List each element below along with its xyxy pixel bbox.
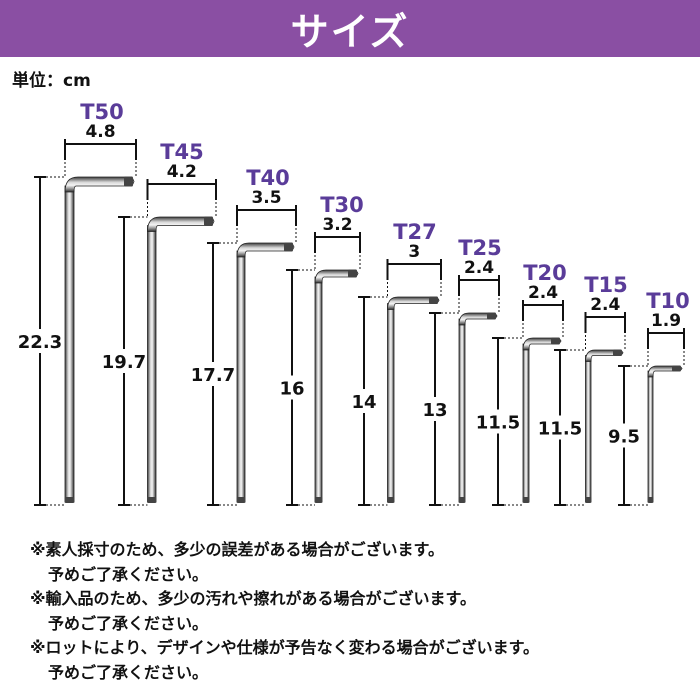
note-2: ※輸入品のため、多少の汚れや擦れがある場合がございます。 予めご了承ください。: [30, 587, 690, 636]
note-main: ※ロットにより、デザインや仕様が予告なく変わる場合がございます。: [30, 638, 539, 657]
wrench-tip: [64, 497, 75, 503]
wrench-tip: [387, 497, 395, 503]
length-label-bg: [346, 389, 382, 413]
wrench-tip: [314, 497, 323, 503]
length-value: 19.7: [102, 352, 146, 373]
model-label: T45: [160, 140, 204, 164]
width-value: 3.2: [322, 215, 352, 235]
wrench-tip: [124, 176, 133, 187]
length-label-bg: [106, 349, 142, 373]
note-main: ※素人採寸のため、多少の誤差がある場合がございます。: [30, 540, 444, 559]
length-label-bg: [542, 415, 578, 440]
length-label-bg: [274, 375, 310, 400]
length-value: 14: [351, 392, 376, 413]
wrench-shaft: [64, 185, 75, 503]
model-label: T25: [458, 236, 502, 260]
wrench-tip: [204, 216, 213, 226]
width-value: 1.9: [651, 311, 681, 331]
wrench-tip: [487, 312, 496, 320]
model-label: T30: [320, 193, 364, 217]
model-label: T27: [393, 220, 437, 244]
wrench-tip: [613, 349, 622, 356]
wrench-tip: [672, 365, 681, 372]
note-sub: 予めご了承ください。: [48, 613, 209, 633]
wrench-tip: [458, 497, 466, 503]
wrench-tip: [522, 497, 530, 503]
wrench-tip: [284, 242, 293, 252]
note-3: ※ロットにより、デザインや仕様が予告なく変わる場合がございます。 予めご了承くだ…: [30, 636, 690, 685]
notes-section: ※素人採寸のため、多少の誤差がある場合がございます。 予めご了承ください。 ※輸…: [30, 538, 690, 685]
wrench-shaft: [647, 370, 654, 503]
model-label: T50: [80, 100, 124, 124]
length-value: 22.3: [18, 332, 62, 353]
wrench-shaft: [522, 343, 530, 503]
length-label-bg: [195, 362, 231, 386]
length-label-bg: [417, 397, 453, 421]
note-main: ※輸入品のため、多少の汚れや擦れがある場合がございます。: [30, 589, 476, 608]
length-value: 16: [279, 379, 304, 400]
model-label: T10: [646, 289, 690, 313]
note-sub: 予めご了承ください。: [48, 564, 209, 584]
model-label: T15: [584, 273, 628, 297]
wrench-shaft: [314, 276, 323, 503]
page-title: サイズ: [290, 10, 410, 54]
length-label-bg: [606, 423, 642, 448]
wrench-shaft: [147, 225, 157, 503]
wrench-shaft: [585, 355, 592, 503]
unit-label: 単位：cm: [12, 71, 91, 91]
wrench-tip: [147, 497, 157, 503]
wrench-tip: [647, 497, 654, 503]
length-value: 17.7: [191, 365, 235, 386]
length-value: 11.5: [476, 413, 520, 434]
length-label-bg: [22, 329, 58, 353]
width-value: 2.4: [464, 258, 494, 278]
width-value: 2.4: [590, 295, 620, 315]
length-value: 11.5: [538, 419, 582, 440]
length-label-bg: [480, 409, 516, 434]
width-value: 2.4: [528, 283, 558, 303]
wrench-tip: [585, 497, 592, 503]
width-value: 4.8: [85, 122, 115, 142]
wrench-tip: [236, 497, 246, 503]
model-label: T20: [523, 261, 567, 285]
length-value: 9.5: [608, 427, 640, 448]
note-1: ※素人採寸のため、多少の誤差がある場合がございます。 予めご了承ください。: [30, 538, 690, 587]
wrench-shaft: [236, 250, 246, 503]
width-value: 3: [408, 242, 420, 262]
width-value: 3.5: [251, 188, 281, 208]
wrench-shaft: [387, 303, 395, 503]
wrench-shaft: [458, 318, 466, 503]
wrench-tip: [348, 269, 357, 278]
width-value: 4.2: [167, 162, 197, 182]
note-sub: 予めご了承ください。: [48, 662, 209, 682]
model-label: T40: [246, 166, 290, 190]
length-value: 13: [422, 400, 447, 421]
wrench-tip: [429, 296, 438, 304]
title-banner: サイズ: [0, 0, 700, 57]
wrench-arm: [64, 176, 135, 193]
wrench-tip: [551, 337, 560, 345]
